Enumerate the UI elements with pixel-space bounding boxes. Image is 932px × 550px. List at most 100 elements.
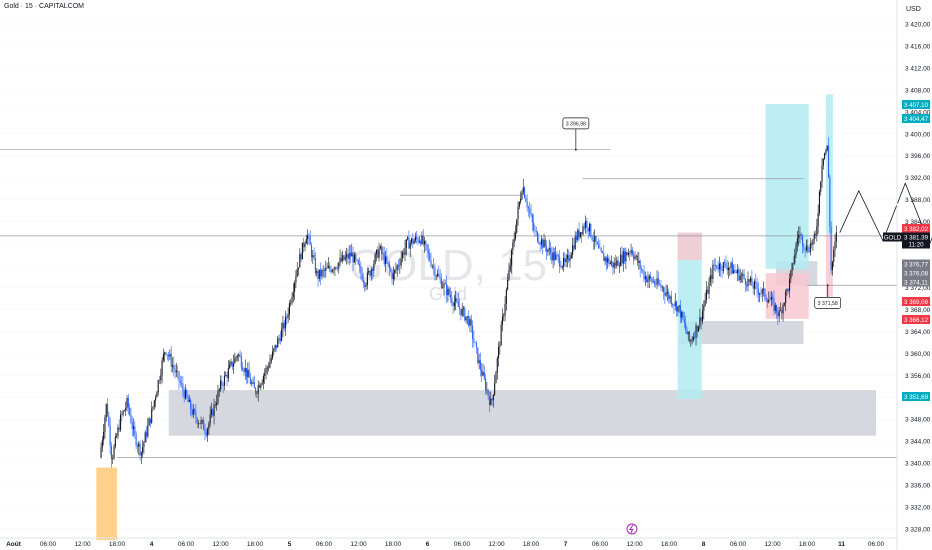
candle-body bbox=[614, 262, 617, 266]
candle-body bbox=[140, 452, 142, 456]
zone-teal bbox=[765, 104, 809, 269]
x-tick-label: 06:00 bbox=[40, 541, 57, 548]
candle-body bbox=[110, 445, 112, 460]
candle-body bbox=[171, 365, 174, 367]
candle-body bbox=[382, 253, 384, 254]
candle-body bbox=[396, 265, 398, 270]
candle-body bbox=[562, 258, 565, 267]
candle-body bbox=[726, 266, 728, 271]
price-badge bbox=[902, 232, 930, 242]
candle-body bbox=[646, 276, 648, 282]
candle-body bbox=[194, 409, 196, 412]
candle-body bbox=[500, 324, 502, 346]
candle-body bbox=[309, 236, 311, 246]
candle-body bbox=[508, 269, 510, 280]
price-badge bbox=[902, 114, 930, 123]
y-tick-label: 3 396,00 bbox=[905, 153, 931, 160]
candle-body bbox=[485, 378, 487, 391]
candle-body bbox=[595, 235, 597, 243]
candle-body bbox=[148, 418, 150, 426]
zones bbox=[96, 94, 876, 540]
levels bbox=[0, 149, 897, 459]
candle-body bbox=[725, 262, 727, 267]
candle-body bbox=[507, 279, 509, 290]
candle-body bbox=[209, 414, 211, 424]
candle-body bbox=[292, 291, 294, 297]
candle-body bbox=[669, 296, 671, 299]
candle-body bbox=[310, 245, 313, 258]
candle-body bbox=[533, 222, 535, 230]
y-tick-label: 3 344,00 bbox=[905, 439, 931, 446]
candle-body bbox=[511, 250, 513, 266]
candle-body bbox=[586, 220, 588, 228]
candle-body bbox=[127, 398, 129, 408]
candle-body bbox=[247, 369, 249, 377]
currency-label[interactable]: USD bbox=[906, 6, 921, 13]
candle-body bbox=[321, 270, 323, 277]
candle-body bbox=[479, 360, 481, 370]
candle-body bbox=[300, 253, 302, 260]
candle-body bbox=[106, 404, 109, 416]
candle-body bbox=[175, 370, 177, 373]
candle-body bbox=[179, 381, 181, 383]
candle-body bbox=[465, 316, 467, 321]
candle-body bbox=[696, 325, 698, 332]
candle-body bbox=[443, 283, 445, 288]
candle-body bbox=[229, 364, 231, 369]
candle-body bbox=[326, 267, 328, 269]
price-badge bbox=[883, 232, 902, 242]
candle-body bbox=[785, 291, 787, 304]
y-tick-label: 3 416,00 bbox=[905, 43, 931, 50]
candle-body bbox=[737, 269, 739, 273]
candle-body bbox=[490, 398, 492, 406]
callout-label: 3 396,98 bbox=[566, 122, 586, 128]
candle-body bbox=[716, 265, 718, 269]
candle-body bbox=[565, 258, 567, 262]
x-tick-label: Août bbox=[6, 541, 22, 548]
candle-body bbox=[661, 287, 663, 288]
zone-pink bbox=[825, 234, 833, 297]
candle-body bbox=[351, 252, 353, 257]
candle-body bbox=[830, 226, 832, 271]
x-tick-label: 6 bbox=[426, 541, 430, 548]
candle-body bbox=[535, 230, 537, 232]
candle-body bbox=[240, 356, 242, 368]
candle-body bbox=[729, 267, 731, 269]
x-tick-label: 06:00 bbox=[868, 541, 885, 548]
candle-body bbox=[834, 241, 836, 250]
candle-body bbox=[555, 254, 557, 260]
candle-body bbox=[142, 447, 144, 453]
candle-body bbox=[494, 383, 496, 395]
candle-body bbox=[427, 250, 429, 254]
candle-body bbox=[227, 368, 229, 379]
candle-body bbox=[796, 238, 798, 245]
candle-body bbox=[538, 241, 540, 244]
candle-body bbox=[357, 260, 359, 265]
candle-body bbox=[283, 322, 285, 329]
candle-body bbox=[592, 239, 594, 242]
candle-body bbox=[542, 239, 544, 248]
candle-body bbox=[130, 414, 132, 424]
event-icon[interactable] bbox=[626, 523, 638, 535]
candle-body bbox=[301, 242, 303, 260]
candle-body bbox=[763, 288, 765, 290]
zone-pink bbox=[765, 273, 809, 319]
candle-body bbox=[814, 233, 817, 236]
candle-body bbox=[136, 445, 138, 447]
candle-body bbox=[295, 276, 297, 283]
candle-body bbox=[431, 265, 433, 267]
candle-body bbox=[564, 258, 566, 262]
candle-body bbox=[699, 317, 701, 327]
candle-body bbox=[683, 319, 685, 323]
candle-body bbox=[492, 394, 494, 401]
candle-body bbox=[626, 252, 628, 256]
y-tick-label: 3 408,00 bbox=[905, 87, 931, 94]
x-tick-label: 11 bbox=[838, 541, 845, 548]
candle-body bbox=[733, 269, 735, 274]
price-badge-label: 3 376,77 bbox=[904, 261, 929, 268]
candle-body bbox=[540, 239, 542, 245]
candle-body bbox=[575, 236, 578, 240]
candle-body bbox=[112, 458, 114, 460]
candle-body bbox=[305, 239, 307, 244]
